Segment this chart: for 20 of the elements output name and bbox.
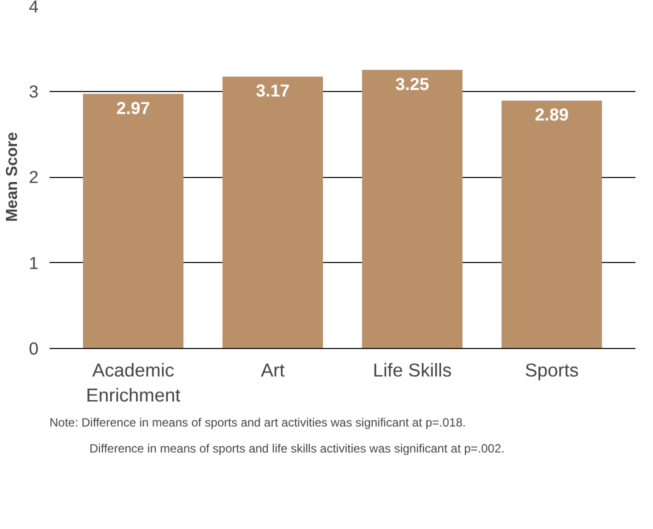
data-label: 3.17 (256, 80, 290, 101)
y-tick-label: 4 (28, 0, 39, 16)
x-tick-label: Sports (524, 360, 579, 380)
x-tick-label: Art (260, 360, 286, 380)
y-tick-label: 1 (28, 252, 39, 273)
x-tick-label: Academic Enrichment (86, 360, 182, 406)
bar (502, 100, 602, 348)
bar (222, 76, 323, 348)
data-label: 2.97 (116, 98, 150, 118)
text: Difference in means of sports and life skills activities was significant at p=.002. (90, 442, 504, 456)
bar (362, 70, 462, 348)
x-tick-label: Life Skills (372, 360, 452, 380)
data-label: 3.25 (395, 74, 430, 94)
y-axis-title: Mean Score (4, 132, 21, 222)
y-tick-label: 0 (28, 338, 39, 358)
y-tick-label: 3 (28, 81, 39, 102)
y-tick-label: 2 (28, 167, 39, 187)
text: Note: Difference in means of sports and art activities was significant at p=.018. (50, 416, 466, 430)
bar (82, 94, 184, 348)
data-label: 2.89 (534, 104, 569, 125)
